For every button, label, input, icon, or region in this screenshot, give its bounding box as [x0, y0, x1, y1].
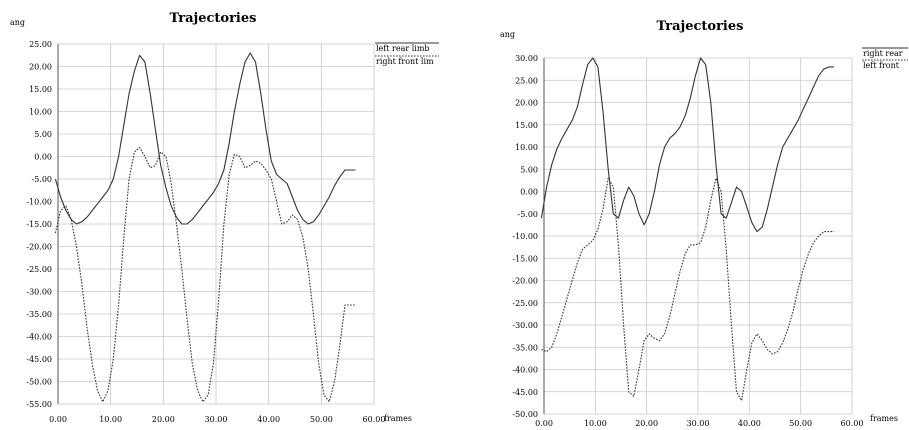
- series-line-2: [541, 177, 834, 402]
- x-tick-label: 0.00: [535, 419, 553, 428]
- y-tick-label: -30.00: [26, 288, 52, 297]
- x-tick-label: 50.00: [310, 415, 333, 424]
- y-tick-label: -20.00: [26, 243, 52, 252]
- chart-title: Trajectories: [657, 19, 744, 34]
- legend-label: right rear: [863, 49, 903, 58]
- x-axis-label: frames: [384, 414, 412, 423]
- y-tick-label: -15.00: [512, 254, 538, 263]
- y-tick-label: -20.00: [512, 277, 538, 286]
- x-tick-label: 60.00: [363, 415, 386, 424]
- y-tick-label: -10.00: [512, 232, 538, 241]
- series-line-1: [54, 52, 356, 225]
- y-tick-label: 0.00: [34, 153, 52, 162]
- y-tick-label: -40.00: [26, 333, 52, 342]
- x-tick-label: 30.00: [687, 419, 710, 428]
- x-tick-label: 20.00: [152, 415, 175, 424]
- y-tick-label: 5.00: [520, 165, 538, 174]
- x-tick-label: 50.00: [789, 419, 812, 428]
- x-axis-label: frames: [870, 414, 898, 423]
- y-tick-label: -25.00: [26, 265, 52, 274]
- x-tick-label: 10.00: [584, 419, 607, 428]
- y-tick-label: -25.00: [512, 299, 538, 308]
- y-tick-label: -55.00: [26, 400, 52, 409]
- legend-label: left rear limb: [376, 44, 430, 53]
- y-tick-label: 20.00: [515, 99, 538, 108]
- y-tick-label: -40.00: [512, 366, 538, 375]
- y-tick-label: 25.00: [515, 76, 538, 85]
- y-tick-label: -5.00: [517, 210, 538, 219]
- y-tick-label: -35.00: [26, 310, 52, 319]
- legend-label: left front: [863, 61, 900, 70]
- y-tick-label: 10.00: [29, 108, 52, 117]
- x-tick-label: 30.00: [205, 415, 228, 424]
- y-axis-label: ang: [10, 18, 25, 27]
- series-line-1: [540, 57, 834, 233]
- x-tick-label: 20.00: [635, 419, 658, 428]
- y-tick-label: 20.00: [29, 63, 52, 72]
- y-tick-label: -10.00: [26, 198, 52, 207]
- chart-title: Trajectories: [170, 11, 257, 26]
- y-tick-label: 30.00: [515, 54, 538, 63]
- x-tick-label: 60.00: [841, 419, 864, 428]
- y-tick-label: 15.00: [29, 85, 52, 94]
- y-tick-label: -35.00: [512, 343, 538, 352]
- y-axis-label: ang: [500, 30, 515, 39]
- chart-2: Trajectories 30.00 25.00 20.00 15.00 10.00 5.0…: [500, 19, 908, 428]
- chart-1: Trajectories 25.00 20.00 15.00 10.00 5.00 0.00…: [10, 11, 439, 424]
- legend-label: right front lim: [376, 57, 434, 66]
- y-tick-label: 0.00: [520, 188, 538, 197]
- y-tick-label: -15.00: [26, 220, 52, 229]
- x-tick-label: 40.00: [738, 419, 761, 428]
- series-line-2: [54, 146, 356, 403]
- y-tick-label: -5.00: [31, 175, 52, 184]
- y-tick-label: -45.00: [26, 355, 52, 364]
- y-tick-label: 15.00: [515, 121, 538, 130]
- y-tick-label: -45.00: [512, 388, 538, 397]
- y-tick-label: 25.00: [29, 40, 52, 49]
- y-tick-label: -50.00: [26, 378, 52, 387]
- y-tick-label: -30.00: [512, 321, 538, 330]
- x-tick-label: 40.00: [257, 415, 280, 424]
- x-tick-label: 10.00: [99, 415, 122, 424]
- y-tick-label: -50.00: [512, 410, 538, 419]
- y-tick-label: 10.00: [515, 143, 538, 152]
- y-tick-label: 5.00: [34, 130, 52, 139]
- x-tick-label: 0.00: [49, 415, 67, 424]
